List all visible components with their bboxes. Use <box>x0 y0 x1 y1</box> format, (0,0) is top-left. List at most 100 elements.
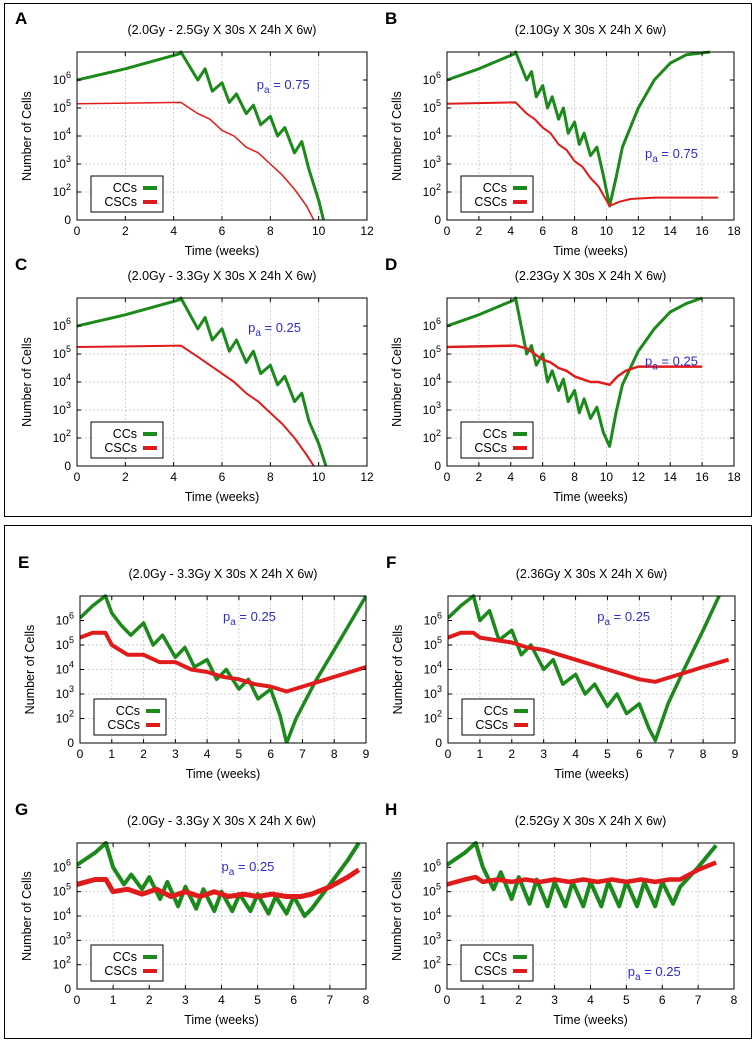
panel-a-y-tick-label: 102 <box>53 182 71 199</box>
panel-a-x-tick-label: 12 <box>360 224 374 238</box>
panel-b-x-tick-label: 4 <box>507 224 514 238</box>
panel-c-title: (2.0Gy - 3.3Gy X 30s X 24h X 6w) <box>128 269 317 283</box>
panel-g-letter: G <box>15 800 28 819</box>
panel-f-letter: F <box>386 553 396 572</box>
panel-d-series-ccs <box>447 296 703 448</box>
panel-e-title: (2.0Gy - 3.3Gy X 30s X 24h X 6w) <box>129 567 318 581</box>
panel-d-y-axis-title: Number of Cells <box>390 337 404 427</box>
panel-c-legend-label-cscs: CSCs <box>104 441 137 455</box>
panel-h-x-tick-label: 1 <box>480 993 487 1007</box>
panel-g: G (2.0Gy - 3.3Gy X 30s X 24h X 6w) 0 1 2 3 4 5 6… <box>15 800 370 1027</box>
panel-b: B (2.10Gy X 30s X 24h X 6w) 0 2 4 6 8 10 12 14 16 1… <box>385 9 741 258</box>
panel-e-y-axis-title: Number of Cells <box>23 625 37 715</box>
panel-d-annotation: pa = 0.25 <box>645 353 698 372</box>
panel-a-title: (2.0Gy - 2.5Gy X 30s X 24h X 6w) <box>128 23 317 37</box>
panel-e-x-tick-label: 7 <box>299 747 306 761</box>
panel-b-x-tick-label: 18 <box>727 224 741 238</box>
panel-h-title: (2.52Gy X 30s X 24h X 6w) <box>515 814 666 828</box>
panel-b-x-tick-label: 16 <box>695 224 709 238</box>
panel-c-legend-label-ccs: CCs <box>113 427 137 441</box>
panel-d-x-axis-title: Time (weeks) <box>553 490 628 504</box>
panel-e-y-tick-label: 0 <box>67 736 74 750</box>
panel-e-x-tick-label: 8 <box>331 747 338 761</box>
panel-e: E (2.0Gy - 3.3Gy X 30s X 24h X 6w) 0 1 2 3 4 5 6… <box>18 553 370 781</box>
panel-a-x-tick-label: 6 <box>219 224 226 238</box>
panel-h-x-tick-label: 2 <box>515 993 522 1007</box>
panel-e-series-ccs <box>80 594 366 743</box>
panel-g-legend-label-cscs: CSCs <box>104 964 137 978</box>
panel-f-series-cscs <box>448 630 730 684</box>
panel-g-x-tick-label: 4 <box>218 993 225 1007</box>
panel-a-annotation: pa = 0.75 <box>257 77 310 96</box>
panel-b-x-tick-label: 10 <box>600 224 614 238</box>
panel-a-y-tick-label: 104 <box>53 126 71 143</box>
panel-h-x-tick-label: 5 <box>623 993 630 1007</box>
panel-f-y-tick-label: 104 <box>424 660 442 677</box>
panel-h-legend-box <box>460 944 534 982</box>
panel-c-x-tick-label: 12 <box>360 470 374 484</box>
panel-f-x-tick-label: 5 <box>604 747 611 761</box>
panel-f-x-tick-label: 9 <box>732 747 739 761</box>
panel-b-x-tick-label: 6 <box>539 224 546 238</box>
panel-g-legend-label-ccs: CCs <box>113 950 137 964</box>
panel-a-x-tick-label: 4 <box>170 224 177 238</box>
panel-b-legend-box <box>460 175 534 213</box>
panel-c-y-tick-label: 106 <box>53 316 71 333</box>
panel-a-legend-label-cscs: CSCs <box>104 195 137 209</box>
panel-h-y-tick-label: 0 <box>434 982 441 996</box>
panel-d-y-tick-label: 105 <box>423 344 441 361</box>
panel-h: H (2.52Gy X 30s X 24h X 6w) 0 1 2 3 4 5 6 7 8 0 102 1… <box>385 800 738 1027</box>
panel-b-x-axis-title: Time (weeks) <box>553 244 628 258</box>
panel-g-y-tick-label: 106 <box>53 857 71 874</box>
panel-e-x-tick-label: 9 <box>363 747 370 761</box>
panel-g-x-tick-label: 6 <box>290 993 297 1007</box>
panel-a-legend-label-ccs: CCs <box>113 181 137 195</box>
panel-b-y-tick-label: 103 <box>423 154 441 171</box>
panel-a-y-tick-label: 0 <box>64 213 71 227</box>
panel-c-series-cscs <box>77 344 315 466</box>
panel-group-frame-top <box>4 3 752 517</box>
panel-c-x-tick-label: 0 <box>74 470 81 484</box>
panel-a-series-cscs <box>77 101 315 220</box>
panel-d-x-tick-label: 16 <box>695 470 709 484</box>
panel-d-x-tick-label: 18 <box>727 470 741 484</box>
panel-h-y-tick-label: 103 <box>423 930 441 947</box>
panel-f-x-tick-label: 2 <box>508 747 515 761</box>
panel-d-letter: D <box>385 255 397 274</box>
panel-a-series-ccs <box>77 50 325 220</box>
panel-c-annotation: pa = 0.25 <box>248 320 301 339</box>
panel-g-x-tick-label: 0 <box>74 993 81 1007</box>
panel-g-y-tick-label: 105 <box>53 882 71 899</box>
panel-f-x-tick-label: 1 <box>477 747 484 761</box>
panel-c-legend-box <box>90 421 164 459</box>
panel-b-x-tick-label: 8 <box>571 224 578 238</box>
panel-h-y-tick-label: 105 <box>423 882 441 899</box>
panel-b-series-ccs <box>447 50 711 208</box>
panel-e-letter: E <box>18 553 29 572</box>
panel-h-x-tick-label: 3 <box>551 993 558 1007</box>
panel-g-y-tick-label: 103 <box>53 930 71 947</box>
panel-e-y-tick-label: 102 <box>56 709 74 726</box>
panel-g-y-tick-label: 102 <box>53 955 71 972</box>
panel-a-y-tick-label: 106 <box>53 70 71 87</box>
panel-b-x-tick-label: 2 <box>476 224 483 238</box>
panel-b-letter: B <box>385 9 397 28</box>
panel-a-y-axis-title: Number of Cells <box>20 91 34 181</box>
panel-f-series-ccs <box>448 594 721 743</box>
panel-d-x-tick-label: 6 <box>539 470 546 484</box>
panel-c-x-tick-label: 10 <box>312 470 326 484</box>
panel-f-annotation: pa = 0.25 <box>597 609 650 628</box>
panel-g-y-tick-label: 104 <box>53 906 71 923</box>
panel-a-x-tick-label: 8 <box>267 224 274 238</box>
panel-e-legend-label-cscs: CSCs <box>107 718 140 732</box>
panel-g-x-tick-label: 5 <box>254 993 261 1007</box>
panel-g-annotation: pa = 0.25 <box>222 859 275 878</box>
panel-f-x-tick-label: 7 <box>668 747 675 761</box>
panel-g-x-tick-label: 3 <box>182 993 189 1007</box>
panel-d: D (2.23Gy X 30s X 24h X 6w) 0 2 4 6 8 10 12 14 16 1… <box>385 255 741 504</box>
panel-b-annotation: pa = 0.75 <box>645 146 698 165</box>
panel-f-y-tick-label: 103 <box>424 684 442 701</box>
